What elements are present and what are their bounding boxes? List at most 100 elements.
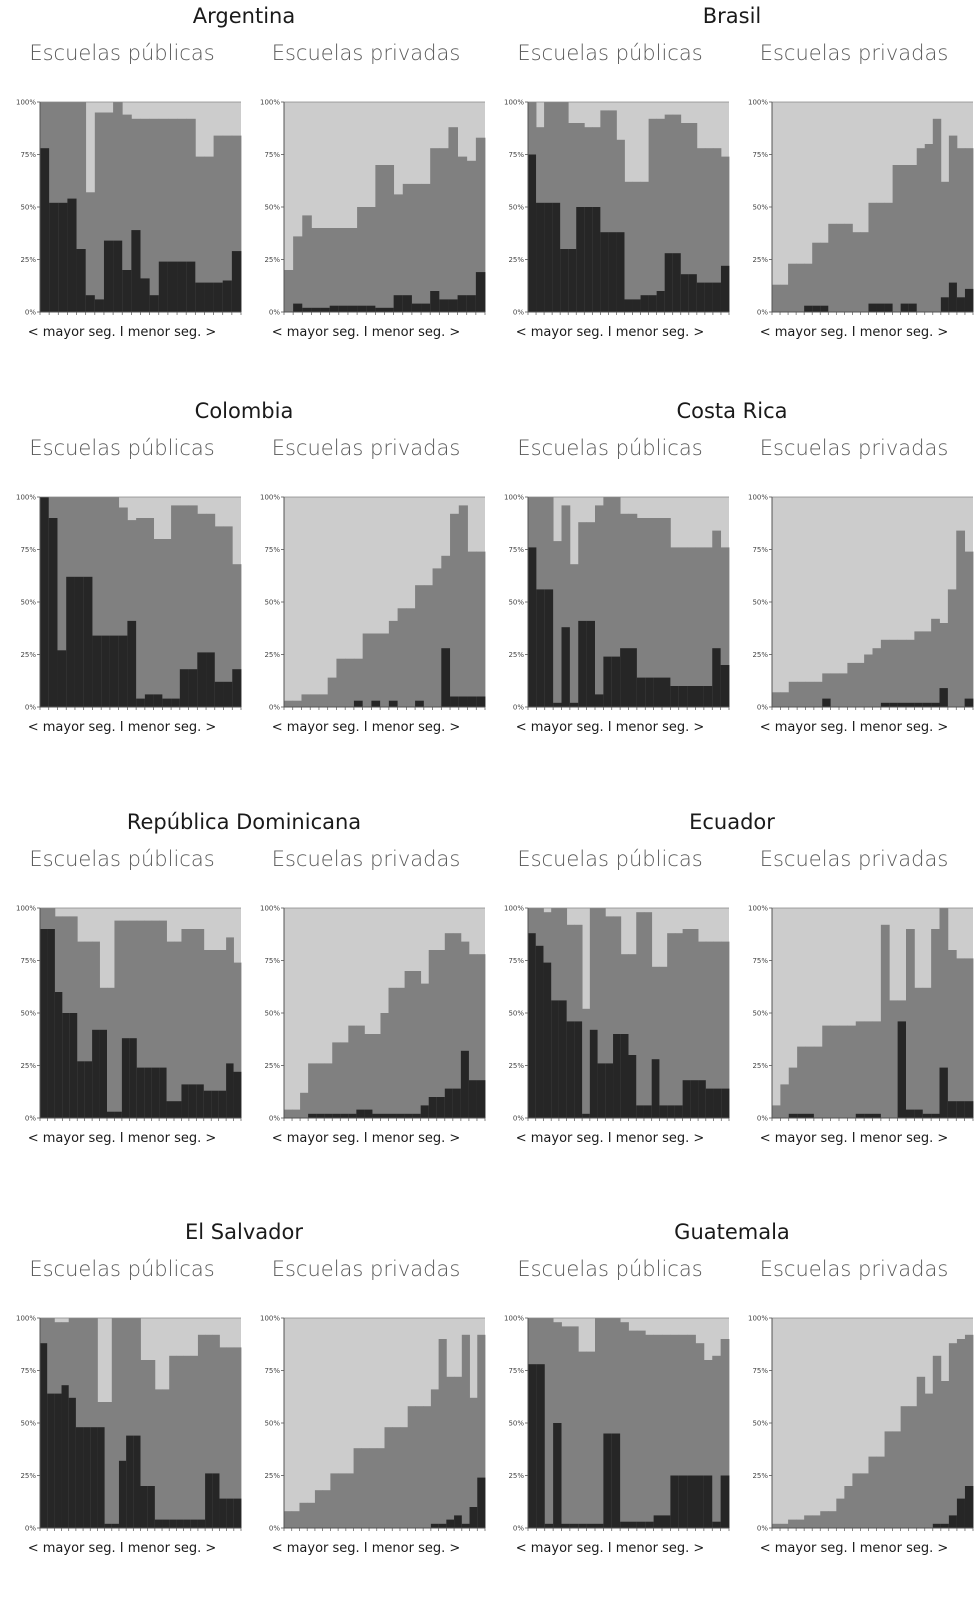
dark-bar xyxy=(61,1385,70,1528)
dark-bar xyxy=(211,1090,220,1118)
mid-bar xyxy=(476,551,486,707)
dark-bar xyxy=(40,1343,48,1528)
mid-bar xyxy=(353,1448,362,1528)
mid-bar xyxy=(582,1008,591,1118)
dark-bar xyxy=(964,1486,974,1528)
dark-bar xyxy=(212,1473,220,1528)
mid-bar xyxy=(884,1431,893,1528)
y-tick-label: 100% xyxy=(748,1315,768,1323)
mid-bar xyxy=(475,137,486,312)
dark-bar xyxy=(603,656,613,707)
mid-bar xyxy=(444,933,454,1118)
y-tick-label: 50% xyxy=(264,599,280,607)
mid-bar xyxy=(336,658,346,707)
mid-bar xyxy=(166,941,175,1118)
country-block: Costa Rica Escuelas públicas 0% 25% 50% 75% 10… xyxy=(488,395,976,790)
dark-bar xyxy=(366,305,376,312)
mid-bar xyxy=(772,692,781,707)
mid-bar xyxy=(461,1334,470,1528)
mid-bar xyxy=(415,585,425,707)
mid-bar xyxy=(384,165,395,312)
public-schools-panel: Escuelas públicas 0% 25% 50% 75% 100% < mayor … xyxy=(488,433,732,773)
dark-bar xyxy=(97,1427,106,1528)
mid-bar xyxy=(90,1318,98,1528)
mid-bar xyxy=(372,1034,381,1118)
country-title: Colombia xyxy=(194,399,294,423)
mid-bar xyxy=(393,194,404,312)
dark-bar xyxy=(372,1113,381,1118)
dark-bar xyxy=(205,1473,213,1528)
mid-bar xyxy=(232,564,242,707)
y-tick-label: 0% xyxy=(269,309,280,317)
dark-bar xyxy=(441,648,451,707)
country-block: Argentina Escuelas públicas 0% 25% 50% 75% 100… xyxy=(0,0,488,395)
mid-bar xyxy=(931,929,940,1118)
dark-bar xyxy=(656,291,666,312)
dark-bar xyxy=(144,1067,153,1118)
dark-bar xyxy=(964,1101,974,1118)
dark-bar xyxy=(90,1427,98,1528)
mid-bar xyxy=(292,700,302,707)
panel-title: Escuelas privadas xyxy=(271,41,461,65)
y-tick-label: 25% xyxy=(508,256,524,264)
mid-bar xyxy=(721,941,730,1118)
dark-bar xyxy=(876,303,885,312)
dark-bar xyxy=(568,249,577,312)
public-schools-panel: Escuelas públicas 0% 25% 50% 75% 100% < mayor … xyxy=(0,1254,244,1594)
mid-bar xyxy=(956,958,966,1118)
dark-bar xyxy=(931,702,940,707)
mid-bar xyxy=(595,1318,604,1528)
mid-bar xyxy=(174,941,182,1118)
mid-bar xyxy=(458,505,468,707)
mid-bar xyxy=(855,1021,865,1118)
dark-bar xyxy=(47,929,56,1118)
dark-bar xyxy=(136,1067,145,1118)
mid-bar xyxy=(314,1490,324,1528)
y-tick-label: 50% xyxy=(20,599,36,607)
mid-bar xyxy=(213,135,224,312)
mid-bar xyxy=(772,1105,781,1118)
mid-bar xyxy=(338,228,349,312)
public-schools-panel: Escuelas públicas 0% 25% 50% 75% 100% < mayor … xyxy=(488,38,732,378)
x-axis-label: < mayor seg. I menor seg. > xyxy=(759,1541,949,1556)
mid-bar xyxy=(687,1334,696,1528)
x-axis-label: < mayor seg. I menor seg. > xyxy=(515,1131,705,1146)
mid-bar xyxy=(181,929,190,1118)
dark-bar xyxy=(720,265,730,312)
panel-title: Escuelas públicas xyxy=(517,847,703,871)
stacked-area-chart: 0% 25% 50% 75% 100% xyxy=(260,1315,486,1533)
dark-bar xyxy=(636,1521,646,1528)
dark-bar xyxy=(218,1090,227,1118)
mid-bar xyxy=(167,118,178,312)
y-tick-label: 25% xyxy=(508,651,524,659)
private-schools-panel: Escuelas privadas 0% 25% 50% 75% 100% < mayor … xyxy=(732,1254,976,1594)
dark-bar xyxy=(293,303,303,312)
mid-bar xyxy=(788,681,798,707)
mid-bar xyxy=(218,950,227,1118)
mid-bar xyxy=(698,941,707,1118)
dark-bar xyxy=(703,1475,713,1528)
dark-bar xyxy=(805,1113,815,1118)
dark-bar xyxy=(188,1084,197,1118)
mid-bar xyxy=(678,547,688,707)
dark-bar xyxy=(113,240,123,312)
dark-bar xyxy=(720,1475,730,1528)
dark-bar xyxy=(316,1113,325,1118)
mid-bar xyxy=(457,156,468,312)
mid-bar xyxy=(797,1046,806,1118)
y-tick-label: 0% xyxy=(25,1525,36,1533)
mid-bar xyxy=(662,518,671,707)
mid-bar xyxy=(415,1406,424,1528)
mid-bar xyxy=(402,183,413,312)
dark-bar xyxy=(348,1113,357,1118)
dark-bar xyxy=(561,627,571,707)
dark-bar xyxy=(133,1435,141,1528)
country-title: El Salvador xyxy=(185,1220,303,1244)
mid-bar xyxy=(855,662,865,707)
dark-bar xyxy=(420,1105,430,1118)
mid-bar xyxy=(436,950,446,1118)
mid-bar xyxy=(812,242,821,312)
panel-title: Escuelas públicas xyxy=(29,436,215,460)
y-tick-label: 25% xyxy=(20,256,36,264)
mid-bar xyxy=(301,694,311,707)
